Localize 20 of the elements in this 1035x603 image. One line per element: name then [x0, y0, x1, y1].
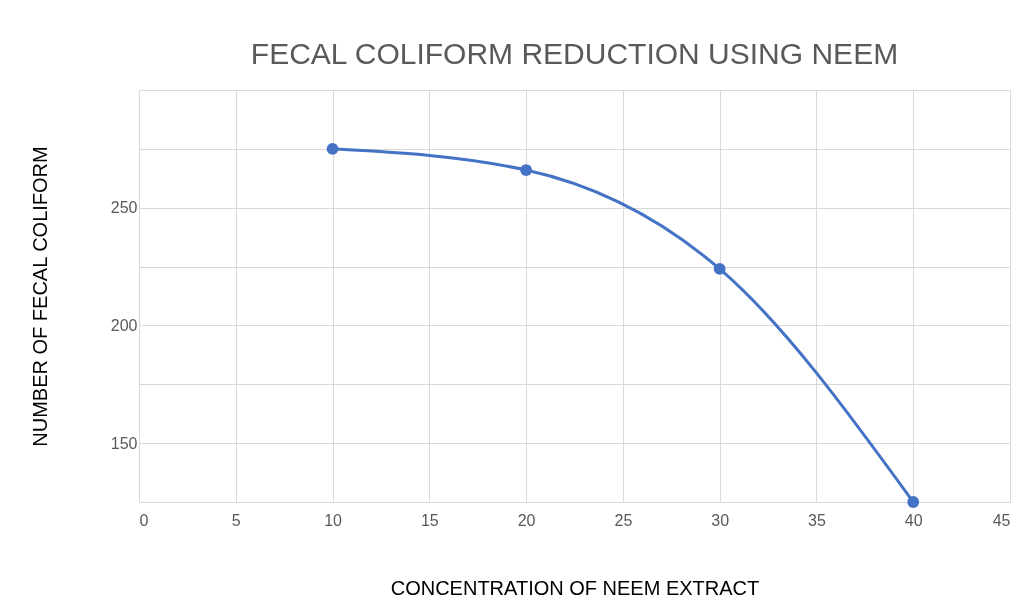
y-axis-title: NUMBER OF FECAL COLIFORM — [28, 146, 51, 447]
x-axis-title: CONCENTRATION OF NEEM EXTRACT — [390, 576, 760, 599]
point — [907, 496, 920, 508]
x-tick-label: 40 — [904, 511, 923, 529]
x-tick-label: 0 — [139, 511, 149, 529]
chart-title: FECAL COLIFORM REDUCTION USING NEEM — [250, 37, 899, 70]
y-tick-label: 200 — [110, 316, 138, 334]
point — [713, 263, 726, 275]
x-tick-label: 5 — [231, 511, 241, 529]
x-tick-label: 45 — [992, 511, 1011, 529]
point — [520, 164, 533, 176]
x-tick-label: 25 — [614, 511, 633, 529]
x-tick-label: 20 — [517, 511, 536, 529]
x-tick-label: 15 — [420, 511, 439, 529]
x-tick-label: 30 — [711, 511, 730, 529]
point — [326, 142, 339, 155]
y-tick-label: 150 — [110, 434, 138, 452]
y-tick-label: 250 — [110, 199, 138, 217]
x-tick-label: 35 — [808, 511, 826, 529]
x-tick-label: 10 — [324, 511, 343, 529]
